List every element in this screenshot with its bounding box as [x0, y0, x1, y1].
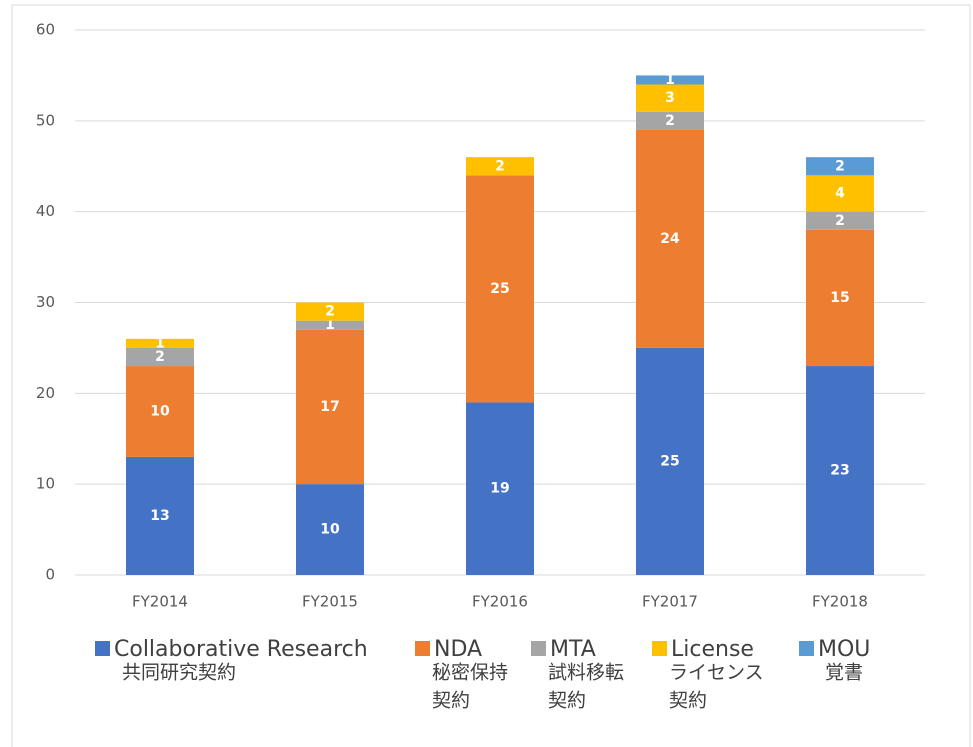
- data-label: 15: [830, 290, 849, 306]
- bar-segment: [636, 111, 704, 130]
- legend-label: MTA: [550, 637, 596, 662]
- legend-sublabel: 試料移転: [548, 662, 624, 684]
- bar-segment: [806, 229, 874, 367]
- data-label: 10: [320, 522, 340, 538]
- bar-segment: [466, 402, 534, 575]
- bar-segment: [806, 211, 874, 230]
- bar-segment: [126, 366, 194, 457]
- legend-sublabel: 覚書: [825, 662, 863, 684]
- data-label: 2: [835, 213, 845, 229]
- bar-segment: [466, 157, 534, 176]
- data-label: 25: [490, 281, 509, 297]
- legend-sublabel: 共同研究契約: [122, 662, 236, 684]
- data-label: 1: [325, 317, 335, 333]
- legend-sublabel: 秘密保持: [432, 662, 508, 684]
- legend-label: License: [671, 637, 754, 662]
- y-tick-label: 0: [45, 566, 55, 584]
- x-tick-label: FY2017: [642, 593, 698, 611]
- data-label: 4: [835, 186, 845, 202]
- legend-sublabel: 契約: [669, 690, 707, 712]
- data-label: 19: [490, 481, 509, 497]
- legend-label: Collaborative Research: [114, 637, 368, 662]
- y-tick-label: 30: [36, 293, 55, 311]
- legend-swatch: [531, 641, 546, 656]
- data-label: 23: [830, 463, 849, 479]
- legend-swatch: [799, 641, 814, 656]
- bar-segment: [466, 175, 534, 403]
- legend-swatch: [95, 641, 110, 656]
- data-label: 2: [325, 304, 335, 320]
- data-label: 2: [155, 349, 165, 365]
- bar-segment: [296, 329, 364, 485]
- data-label: 2: [665, 113, 675, 129]
- data-label: 2: [835, 158, 845, 174]
- y-tick-label: 50: [36, 111, 55, 129]
- y-tick-label: 40: [36, 202, 55, 220]
- bar-segment: [126, 347, 194, 367]
- bar-segment: [126, 338, 194, 348]
- data-label: 10: [150, 404, 170, 420]
- bar-segment: [296, 484, 364, 575]
- legend-label: MOU: [818, 637, 870, 662]
- data-label: 24: [660, 231, 680, 247]
- legend-swatch: [415, 641, 430, 656]
- legend-sublabel: 契約: [432, 690, 470, 712]
- bar-segment: [636, 84, 704, 112]
- y-tick-label: 60: [36, 21, 55, 39]
- bar-segment: [806, 157, 874, 176]
- legend-swatch: [652, 641, 667, 656]
- data-label: 1: [155, 335, 165, 351]
- bar-segment: [636, 347, 704, 575]
- bar-segment: [296, 320, 364, 330]
- y-tick-label: 20: [36, 384, 55, 402]
- x-tick-label: FY2018: [812, 593, 868, 611]
- legend-label: NDA: [434, 637, 482, 662]
- data-label: 3: [665, 90, 675, 106]
- x-tick-label: FY2014: [132, 593, 188, 611]
- data-label: 13: [150, 508, 169, 524]
- bar-segment: [806, 175, 874, 212]
- y-tick-label: 10: [36, 475, 55, 493]
- data-label: 17: [320, 399, 339, 415]
- legend-sublabel: 契約: [548, 690, 586, 712]
- data-label: 1: [665, 72, 675, 88]
- legend-sublabel: ライセンス: [669, 662, 764, 684]
- bar-segment: [636, 129, 704, 348]
- bar-segment: [296, 302, 364, 321]
- x-tick-label: FY2016: [472, 593, 528, 611]
- data-label: 2: [495, 158, 505, 174]
- bar-segment: [126, 456, 194, 575]
- data-label: 25: [660, 453, 679, 469]
- chart-border: [11, 4, 971, 747]
- bar-segment: [806, 366, 874, 575]
- bar-segment: [636, 75, 704, 85]
- x-tick-label: FY2015: [302, 593, 358, 611]
